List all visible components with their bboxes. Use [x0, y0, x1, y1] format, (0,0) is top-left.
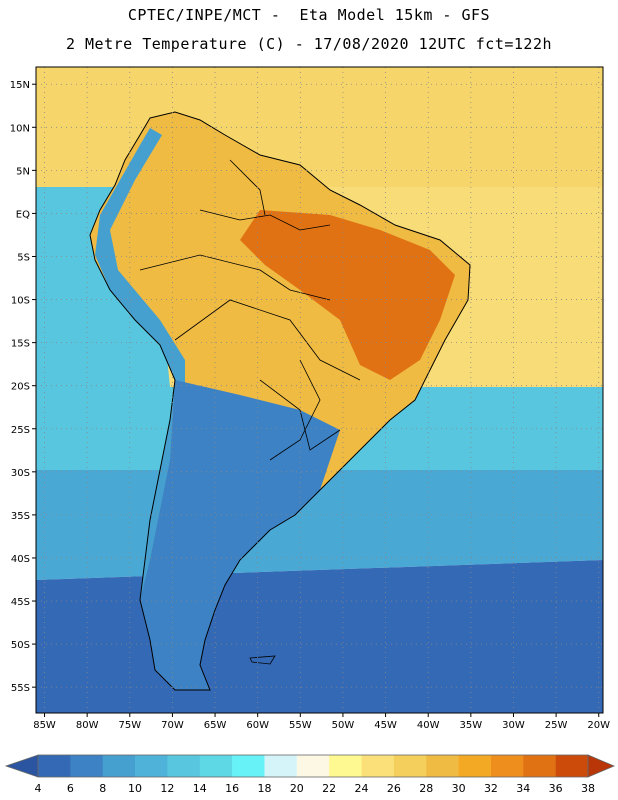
lon-tick-label: 65W: [204, 720, 227, 731]
lat-tick-label: 10S: [11, 296, 30, 307]
colorbar-under-arrow: [4, 754, 39, 778]
lat-tick-label: 5N: [16, 166, 30, 177]
lat-tick-label: 55S: [11, 683, 30, 694]
temperature-field: [36, 67, 603, 713]
lat-tick-label: 30S: [11, 468, 30, 479]
colorbar-label: 36: [549, 782, 563, 795]
lat-tick-label: 15S: [11, 339, 30, 350]
falkland-islands: [249, 655, 276, 665]
lon-tick-label: 40W: [417, 720, 440, 731]
lat-tick-label: 45S: [11, 597, 30, 608]
colorbar-swatch: [490, 755, 524, 777]
colorbar-label: 16: [225, 782, 239, 795]
lon-tick-label: 85W: [33, 720, 56, 731]
colorbar-swatch: [199, 755, 233, 777]
colorbar-label: 28: [419, 782, 433, 795]
lat-tick-label: 10N: [10, 123, 30, 134]
colorbar-over-arrow: [587, 754, 616, 778]
colorbar-swatch: [393, 755, 427, 777]
ocean-far-south-band: [36, 560, 603, 713]
temperature-colorbar: 4 6 8 10 12 14 16 18 20 22 24 26 28 30 32 34 36 38: [4, 754, 616, 795]
colorbar-label: 4: [35, 782, 42, 795]
andes-cold-strip: [95, 128, 185, 600]
colorbar-label: 38: [581, 782, 595, 795]
colorbar-label: 12: [160, 782, 174, 795]
colorbar-swatch: [167, 755, 201, 777]
colorbar-swatch: [232, 755, 265, 777]
colorbar-label: 34: [516, 782, 530, 795]
lon-tick-label: 80W: [76, 720, 99, 731]
colorbar-label: 26: [387, 782, 401, 795]
lon-tick-label: 25W: [545, 720, 568, 731]
colorbar-swatch: [135, 755, 168, 777]
lat-tick-label: 35S: [11, 511, 30, 522]
colorbar-label: 8: [99, 782, 106, 795]
lon-tick-label: 20W: [587, 720, 610, 731]
colorbar-label: 24: [355, 782, 369, 795]
colorbar-swatch: [296, 755, 330, 777]
map-title-line2: 2 Metre Temperature (C) - 17/08/2020 12U…: [65, 35, 553, 53]
lon-tick-label: 35W: [460, 720, 483, 731]
colorbar-swatch: [426, 755, 459, 777]
map-title-line1: CPTEC/INPE/MCT - Eta Model 15km - GFS: [127, 6, 491, 24]
colorbar-label: 20: [290, 782, 304, 795]
coastline: [89, 111, 471, 691]
lon-tick-label: 55W: [289, 720, 312, 731]
colorbar-swatch: [458, 755, 492, 777]
axis-ticks: 85W 80W 75W 70W 65W 60W 55W 50W 45W 40W 35W 30W 25W 2…: [10, 80, 610, 731]
colorbar-label: 18: [257, 782, 271, 795]
colorbar-swatch: [70, 755, 104, 777]
colorbar-label: 10: [128, 782, 142, 795]
lon-tick-label: 30W: [502, 720, 525, 731]
colorbar-label: 22: [322, 782, 336, 795]
colorbar-swatch: [361, 755, 395, 777]
lat-tick-label: 20S: [11, 382, 30, 393]
map-frame: [35, 66, 604, 714]
country-borders: [139, 159, 361, 461]
colorbar-label: 6: [67, 782, 74, 795]
colorbar-swatch: [102, 755, 136, 777]
lon-tick-label: 75W: [118, 720, 141, 731]
lon-tick-label: 60W: [246, 720, 269, 731]
lat-tick-label: 25S: [11, 425, 30, 436]
colorbar-swatch: [329, 755, 362, 777]
colorbar-label: 32: [484, 782, 498, 795]
colorbar-swatch: [264, 755, 298, 777]
colorbar-label: 14: [193, 782, 207, 795]
hot-interior-region: [240, 210, 455, 380]
lon-tick-label: 70W: [161, 720, 184, 731]
patagonia-cool-region: [140, 380, 340, 690]
lon-tick-label: 50W: [332, 720, 355, 731]
colorbar-label: 30: [452, 782, 466, 795]
colorbar-swatch: [38, 755, 71, 777]
colorbar-swatch: [555, 755, 589, 777]
colorbar-swatch: [523, 755, 556, 777]
colorbar-outline: [37, 754, 589, 778]
lat-tick-label: 40S: [11, 554, 30, 565]
lat-tick-label: 15N: [10, 80, 30, 91]
lon-tick-label: 45W: [374, 720, 397, 731]
lat-tick-label: EQ: [16, 209, 30, 220]
lat-tick-label: 50S: [11, 640, 30, 651]
lat-tick-label: 5S: [17, 252, 30, 263]
